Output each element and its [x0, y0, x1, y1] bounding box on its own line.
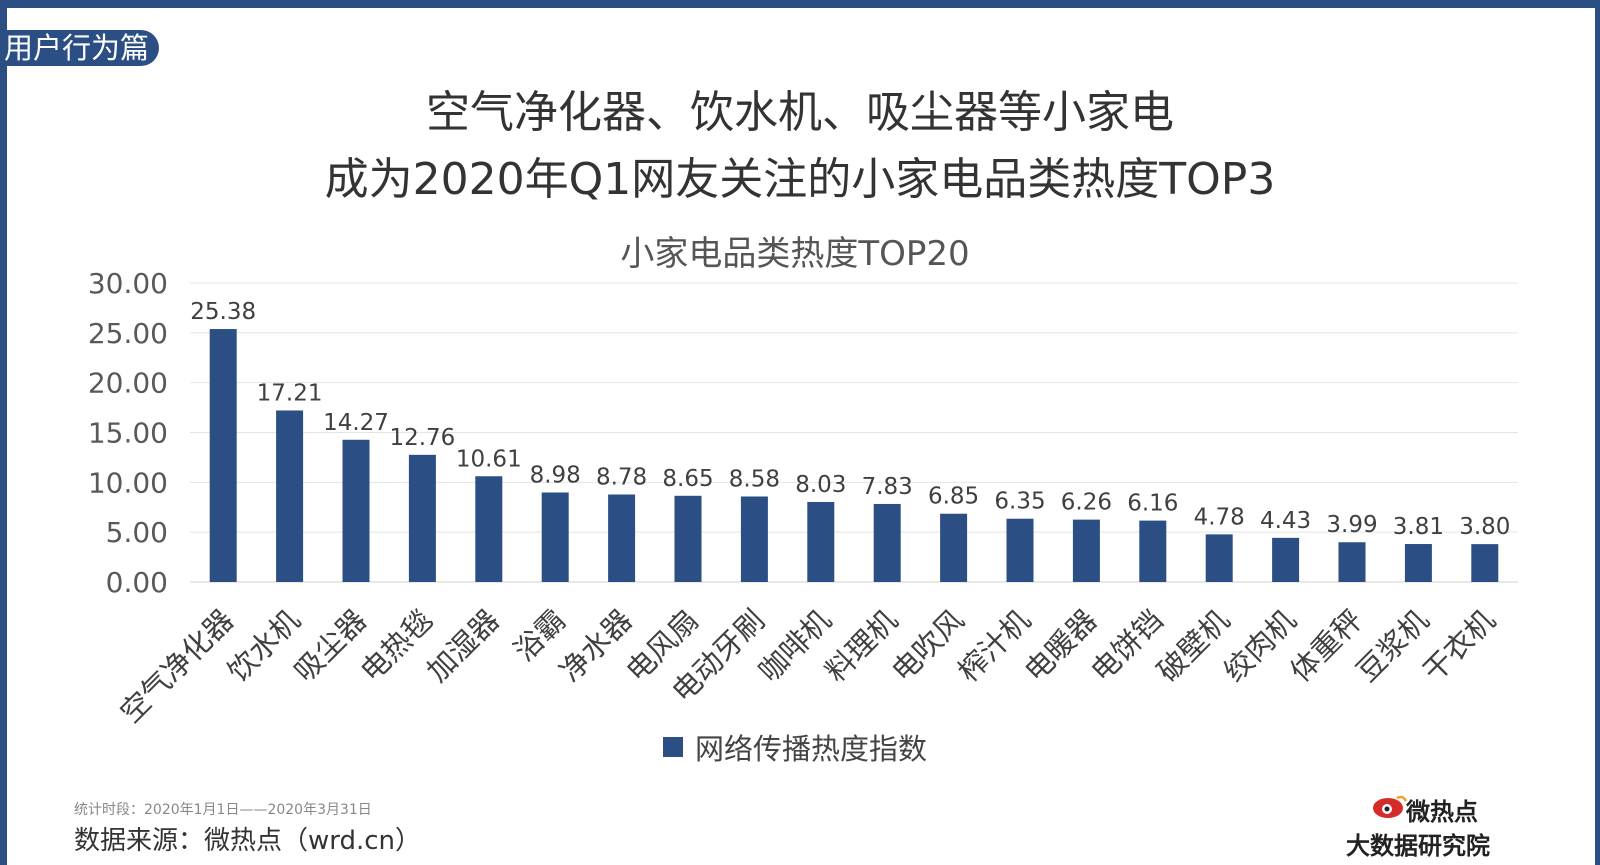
statistics-period: 统计时段：2020年1月1日——2020年3月31日: [74, 802, 372, 818]
data-label: 4.78: [1194, 504, 1245, 530]
bar: [1338, 542, 1366, 582]
data-label: 14.27: [323, 410, 389, 436]
x-tick-label: 电热毯: [354, 603, 440, 689]
x-tick-label: 净水器: [553, 603, 639, 689]
bar: [674, 495, 702, 582]
chart-title: 小家电品类热度TOP20: [620, 234, 970, 274]
bar: [342, 439, 370, 582]
logo-subtitle: 大数据研究院: [1346, 832, 1490, 860]
data-label: 6.16: [1127, 491, 1178, 517]
bar: [1205, 534, 1233, 582]
weibo-eye-icon: [1373, 795, 1408, 818]
bar: [873, 503, 901, 582]
x-tick-label: 豆浆机: [1350, 603, 1436, 689]
data-label: 4.43: [1260, 508, 1311, 534]
x-tick-label: 加湿器: [420, 603, 506, 689]
weirediandian-logo: 微热点 大数据研究院: [1346, 795, 1490, 860]
x-tick-label: 电饼铛: [1084, 603, 1170, 689]
x-tick-label: 干衣机: [1416, 603, 1502, 689]
logo-name: 微热点: [1405, 798, 1478, 826]
y-tick-label: 30.00: [88, 270, 168, 300]
data-source: 数据来源：微热点（wrd.cn）: [74, 826, 422, 856]
data-label: 8.65: [662, 466, 713, 492]
data-label: 12.76: [389, 425, 455, 451]
headline-line-2: 成为2020年Q1网友关注的小家电品类热度TOP3: [324, 154, 1276, 205]
bar: [276, 410, 304, 582]
x-tick-label: 电吹风: [885, 603, 971, 689]
chart-legend: 网络传播热度指数: [0, 726, 1590, 768]
data-label: 3.99: [1326, 512, 1377, 538]
frame-top-bar: [0, 0, 1600, 8]
data-label: 8.98: [530, 462, 581, 488]
data-label: 8.03: [795, 472, 846, 498]
bar: [209, 329, 237, 582]
x-tick-label: 料理机: [819, 603, 905, 689]
bar: [475, 476, 503, 582]
data-label: 25.38: [190, 299, 256, 325]
data-label: 6.85: [928, 484, 979, 510]
bar: [1471, 544, 1499, 582]
frame-left-bar: [0, 0, 7, 865]
y-tick-label: 5.00: [106, 516, 168, 549]
bar: [608, 494, 636, 582]
data-label: 17.21: [257, 380, 323, 406]
x-tick-label: 榨汁机: [951, 603, 1037, 689]
bar: [1404, 544, 1432, 582]
y-tick-label: 0.00: [106, 566, 168, 599]
bar: [1272, 537, 1300, 582]
x-tick-label: 电暖器: [1018, 603, 1104, 689]
legend-label: 网络传播热度指数: [694, 732, 927, 766]
headline-line-1: 空气净化器、饮水机、吸尘器等小家电: [426, 87, 1174, 138]
x-tick-label: 咖啡机: [752, 603, 838, 689]
x-tick-label: 破壁机: [1151, 603, 1237, 689]
bar-chart: 0.005.0010.0015.0020.0025.0030.0025.38空气…: [88, 270, 1518, 725]
data-label: 7.83: [862, 474, 913, 500]
data-label: 8.58: [729, 466, 780, 492]
bar: [541, 492, 569, 582]
bar: [1006, 518, 1034, 582]
x-tick-label: 吸尘器: [287, 603, 373, 689]
bar: [740, 496, 768, 582]
x-tick-label: 绞肉机: [1217, 603, 1303, 689]
section-tag: 用户行为篇: [0, 30, 160, 66]
bar: [807, 501, 835, 582]
y-tick-label: 20.00: [88, 367, 168, 400]
x-tick-label: 体重秤: [1283, 603, 1369, 689]
bar: [1072, 519, 1100, 582]
data-label: 6.35: [994, 489, 1045, 515]
data-label: 6.26: [1061, 490, 1112, 516]
y-tick-label: 15.00: [88, 417, 168, 450]
bar: [408, 454, 436, 582]
data-label: 3.81: [1393, 514, 1444, 540]
frame-right-bar: [1595, 0, 1600, 865]
data-label: 10.61: [456, 446, 522, 472]
y-tick-label: 10.00: [88, 466, 168, 499]
x-tick-label: 饮水机: [221, 603, 307, 689]
legend-swatch: [662, 737, 683, 757]
data-label: 3.80: [1459, 514, 1510, 540]
y-tick-label: 25.00: [88, 317, 168, 350]
bar: [1139, 520, 1167, 582]
bar: [940, 513, 968, 582]
data-label: 8.78: [596, 464, 647, 490]
